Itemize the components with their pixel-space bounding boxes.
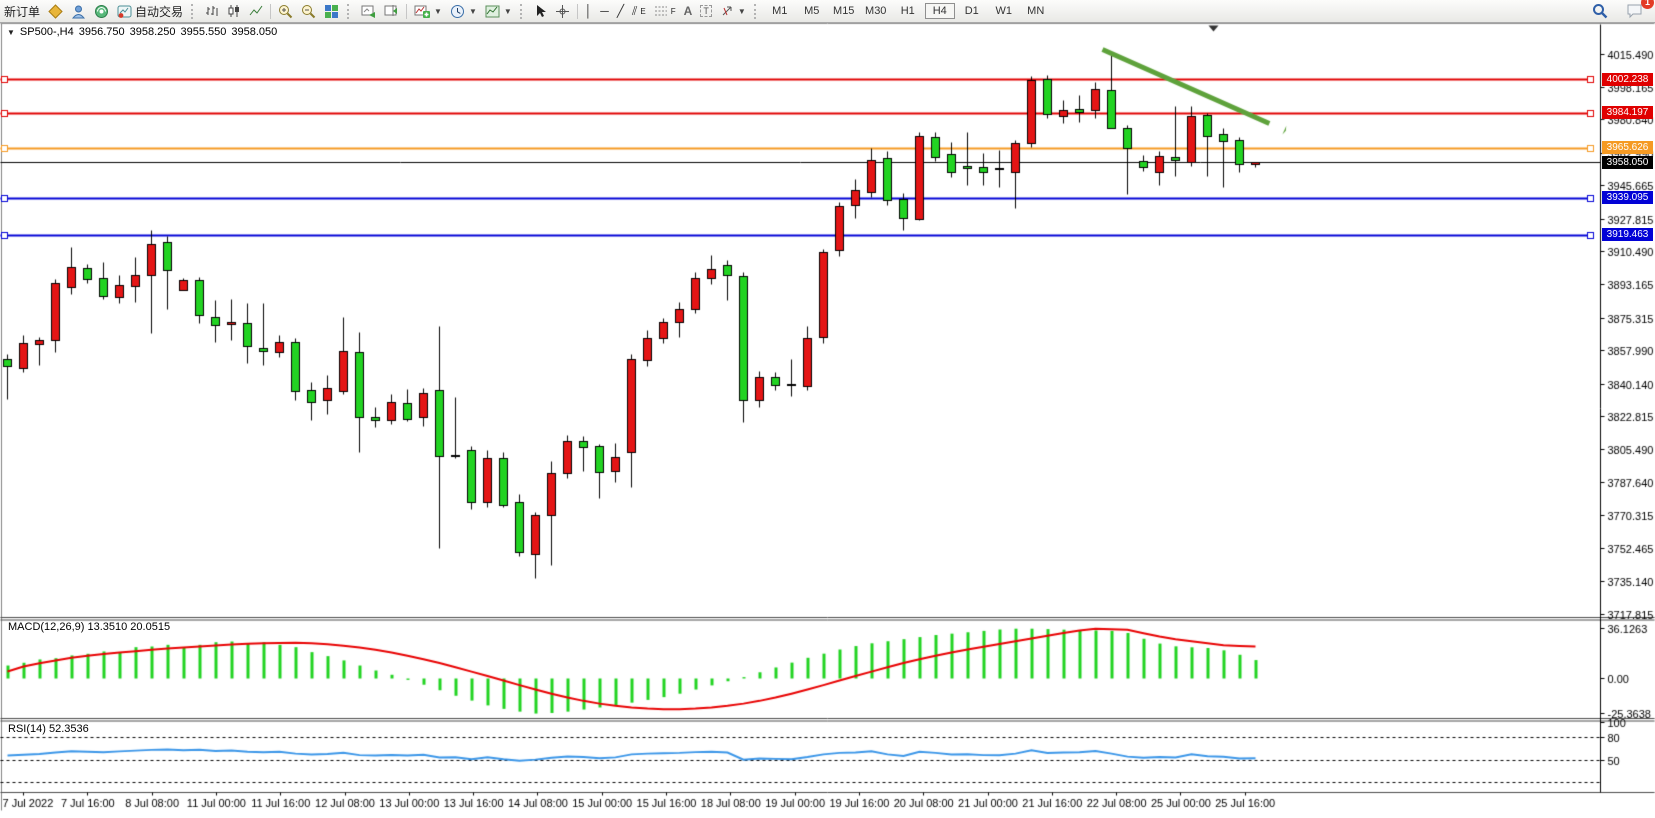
autotrading-button[interactable]: 自动交易	[113, 1, 187, 21]
indicators-button[interactable]: ▼	[410, 1, 446, 21]
bar-chart-icon	[206, 6, 218, 16]
toolbar-grip[interactable]	[347, 3, 352, 19]
search-icon	[1593, 4, 1608, 19]
line-chart-icon	[249, 5, 263, 16]
price-level-badge: 3958.050	[1602, 155, 1653, 169]
text-button[interactable]: A	[683, 4, 693, 18]
zoom-out-icon	[302, 4, 316, 18]
chevron-down-icon: ▼	[468, 6, 477, 16]
price-level-badge: 4002.238	[1602, 72, 1653, 86]
toolbar-grip[interactable]	[519, 3, 525, 19]
timeframe-button-M30[interactable]: M30	[865, 5, 887, 17]
fibonacci-icon	[654, 6, 667, 15]
templates-icon	[485, 5, 500, 17]
macd-indicator-label: MACD(12,26,9) 13.3510 20.0515	[8, 621, 171, 633]
autotrading-icon	[117, 5, 132, 18]
community-icon[interactable]	[67, 1, 90, 21]
shapes-arrows-icon	[722, 6, 732, 16]
horizontal-line-button[interactable]: ─	[600, 4, 609, 18]
chat-icon	[1627, 4, 1642, 19]
auto-scroll-icon	[361, 5, 376, 18]
notification-badge: 1	[1641, 0, 1654, 9]
ohlc-open: 3956.750	[78, 26, 125, 38]
bar-chart-button[interactable]	[201, 1, 223, 21]
tile-windows-icon	[325, 4, 339, 18]
broadcast-icon[interactable]	[90, 1, 113, 21]
timeframe-button-M1[interactable]: M1	[772, 5, 788, 17]
zoom-in-button[interactable]	[274, 1, 297, 21]
cursor-button[interactable]	[530, 1, 551, 21]
periods-clock-icon	[450, 4, 464, 18]
indicators-icon	[414, 5, 431, 18]
price-level-badge: 3939.095	[1602, 191, 1653, 205]
zoom-out-button[interactable]	[297, 1, 320, 21]
ohlc-high: 3958.250	[129, 26, 176, 38]
ohlc-low: 3955.550	[180, 26, 227, 38]
templates-button[interactable]: ▼	[481, 1, 516, 21]
chevron-down-icon: ▼	[503, 6, 512, 16]
candlestick-button[interactable]	[223, 1, 245, 21]
crosshair-button[interactable]	[551, 1, 574, 21]
timeframe-button-W1[interactable]: W1	[995, 5, 1012, 17]
price-level-badge: 3919.463	[1602, 228, 1653, 242]
chevron-down-icon: ▼	[737, 6, 746, 16]
chart-shift-icon	[384, 4, 398, 16]
price-level-badge: 3984.197	[1602, 106, 1653, 120]
ohlc-close: 3958.050	[231, 26, 278, 38]
rsi-indicator-label: RSI(14) 52.3536	[8, 723, 89, 735]
crosshair-icon	[555, 4, 569, 18]
timeframe-button-D1[interactable]: D1	[964, 5, 979, 17]
chart-header: ▼ SP500-,H4 3956.750 3958.250 3955.550 3…	[7, 26, 277, 38]
shapes-button[interactable]: ▼	[716, 1, 750, 21]
timeframe-button-M15[interactable]: M15	[833, 5, 855, 17]
main-toolbar: 新订单 自动交易 ▼ ▼ ▼ │ ─ ╱ ⫽ E F A T ▼ M1 M5 M15 M…	[0, 0, 1655, 23]
timeframe-button-MN[interactable]: MN	[1027, 5, 1045, 17]
line-chart-button[interactable]	[245, 1, 267, 21]
cursor-icon	[536, 5, 546, 17]
timeframe-button-M5[interactable]: M5	[804, 5, 820, 17]
vertical-line-button[interactable]: │	[584, 4, 593, 18]
periods-button[interactable]: ▼	[446, 1, 481, 21]
fibonacci-button[interactable]: F	[650, 1, 680, 21]
toolbar-grip[interactable]	[191, 3, 196, 19]
price-level-badge: 3965.626	[1602, 141, 1653, 155]
timeframe-button-H4[interactable]: H4	[924, 3, 955, 19]
symbol-period-label: SP500-,H4	[19, 26, 74, 38]
timeframe-button-H1[interactable]: H1	[900, 5, 915, 17]
new-order-button[interactable]: 新订单	[4, 4, 41, 19]
chat-button[interactable]: 1	[1622, 0, 1654, 21]
chart-shift-button[interactable]	[380, 1, 403, 21]
trendline-button[interactable]: ╱	[616, 4, 625, 18]
toolbar-grip[interactable]	[753, 3, 759, 19]
tile-windows-button[interactable]	[320, 1, 343, 21]
metaquotes-icon[interactable]	[44, 1, 67, 21]
zoom-in-icon	[279, 4, 293, 18]
gold-diamond-icon	[48, 3, 63, 19]
text-label-button[interactable]: T	[696, 1, 716, 21]
search-button[interactable]	[1588, 1, 1612, 21]
chevron-down-icon: ▼	[434, 6, 442, 16]
auto-scroll-button[interactable]	[357, 1, 380, 21]
collapse-chart-icon[interactable]: ▼	[7, 27, 15, 37]
candlestick-icon	[228, 5, 240, 17]
channel-button[interactable]: ⫽ E	[632, 4, 646, 18]
